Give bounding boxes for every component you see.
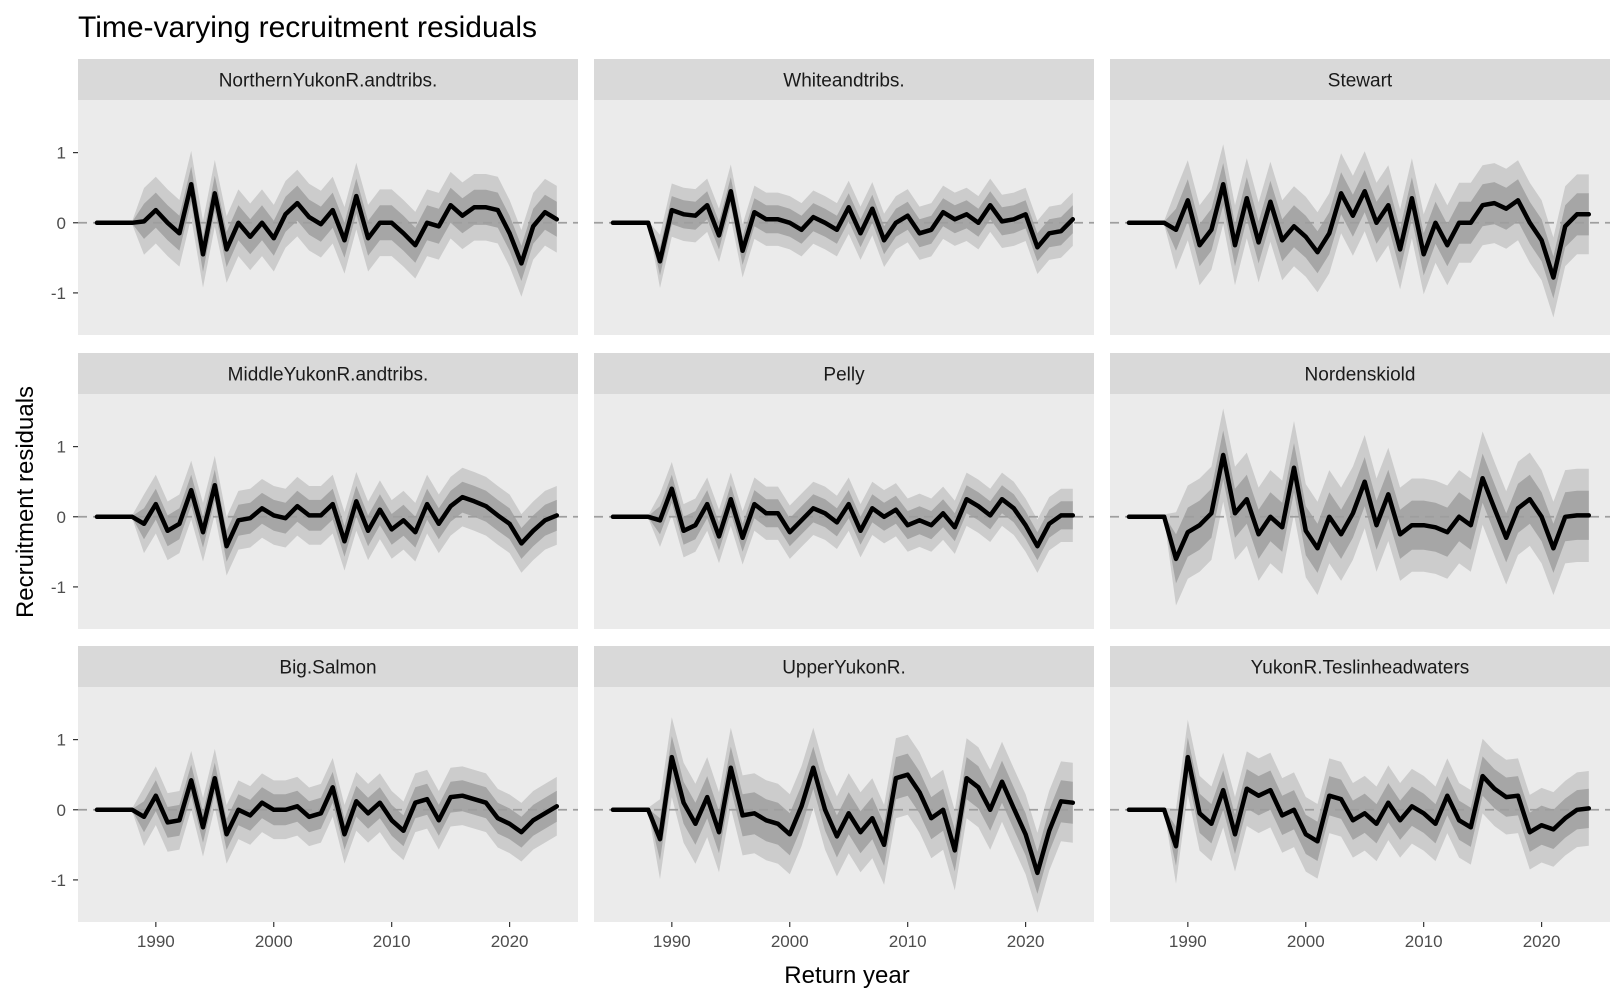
facet-panel: NorthernYukonR.andtribs. 1 0 -1 [51, 59, 578, 335]
facet-label: Nordenskiold [1305, 365, 1416, 386]
series-line [94, 482, 560, 549]
facet-strip [78, 646, 578, 687]
series-line [1126, 452, 1592, 562]
x-tick-label: 2010 [889, 932, 927, 951]
series-line [610, 486, 1076, 549]
facet-label: Whiteandtribs. [783, 71, 904, 92]
facet-label: Big.Salmon [279, 658, 376, 679]
inner-credible-band [1128, 430, 1589, 584]
inner-credible-band [1128, 737, 1589, 866]
x-axis-title: Return year [784, 962, 909, 989]
facet-strip [78, 59, 578, 100]
facet-panel: Pelly [594, 353, 1094, 629]
facet-label: Pelly [823, 365, 865, 386]
inner-credible-band [96, 166, 557, 281]
y-tick-label: -1 [51, 871, 66, 890]
facet-panel: Stewart [1110, 59, 1610, 335]
series-line [94, 181, 560, 266]
y-tick-label: 1 [57, 144, 66, 163]
series-line [1126, 754, 1592, 849]
facet-panel: Nordenskiold [1110, 353, 1610, 629]
facet-strip [1110, 646, 1610, 687]
y-tick-label: -1 [51, 578, 66, 597]
y-tick-label: 1 [57, 438, 66, 457]
facet-label: UpperYukonR. [782, 658, 906, 679]
x-tick-label: 2000 [255, 932, 293, 951]
x-tick-label: 1990 [653, 932, 691, 951]
facet-label: YukonR.Teslinheadwaters [1251, 658, 1470, 679]
y-tick-label: -1 [51, 284, 66, 303]
facet-strip [594, 646, 1094, 687]
x-tick-label: 2000 [771, 932, 809, 951]
facet-strip [1110, 59, 1610, 100]
facet-grid: NorthernYukonR.andtribs. 1 0 -1 Whiteandtrib… [51, 59, 1610, 951]
series-line [94, 775, 560, 837]
facet-strip [594, 59, 1094, 100]
facet-strip [594, 353, 1094, 394]
y-tick-label: 0 [57, 508, 66, 527]
facet-label: MiddleYukonR.andtribs. [228, 365, 429, 386]
x-tick-label: 2020 [491, 932, 529, 951]
inner-credible-band [1128, 163, 1589, 299]
x-tick-label: 2010 [373, 932, 411, 951]
x-tick-label: 2000 [1287, 932, 1325, 951]
outer-credible-band [1128, 144, 1589, 318]
x-tick-label: 1990 [137, 932, 175, 951]
facet-strip [1110, 353, 1610, 394]
series-line [610, 188, 1076, 264]
facet-panel: Big.Salmon 1 0 -1 1990 2000 2010 2020 [51, 646, 578, 951]
chart-title: Time-varying recruitment residuals [78, 11, 537, 44]
facet-strip [78, 353, 578, 394]
x-tick-label: 2010 [1405, 932, 1443, 951]
y-axis-title: Recruitment residuals [12, 386, 39, 618]
facet-label: Stewart [1328, 71, 1393, 92]
series-line [610, 754, 1076, 876]
facet-panel: MiddleYukonR.andtribs. 1 0 -1 [51, 353, 578, 629]
x-tick-label: 2020 [1007, 932, 1045, 951]
facet-panel: Whiteandtribs. [594, 59, 1094, 335]
facet-panel: YukonR.Teslinheadwaters 1990 2000 2010 2020 [1110, 646, 1610, 951]
x-tick-label: 1990 [1169, 932, 1207, 951]
facet-label: NorthernYukonR.andtribs. [219, 71, 438, 92]
y-tick-label: 0 [57, 801, 66, 820]
x-tick-label: 2020 [1523, 932, 1561, 951]
y-tick-label: 1 [57, 731, 66, 750]
series-line [1126, 181, 1592, 280]
y-tick-label: 0 [57, 214, 66, 233]
facet-panel: UpperYukonR. 1990 2000 2010 2020 [594, 646, 1094, 951]
